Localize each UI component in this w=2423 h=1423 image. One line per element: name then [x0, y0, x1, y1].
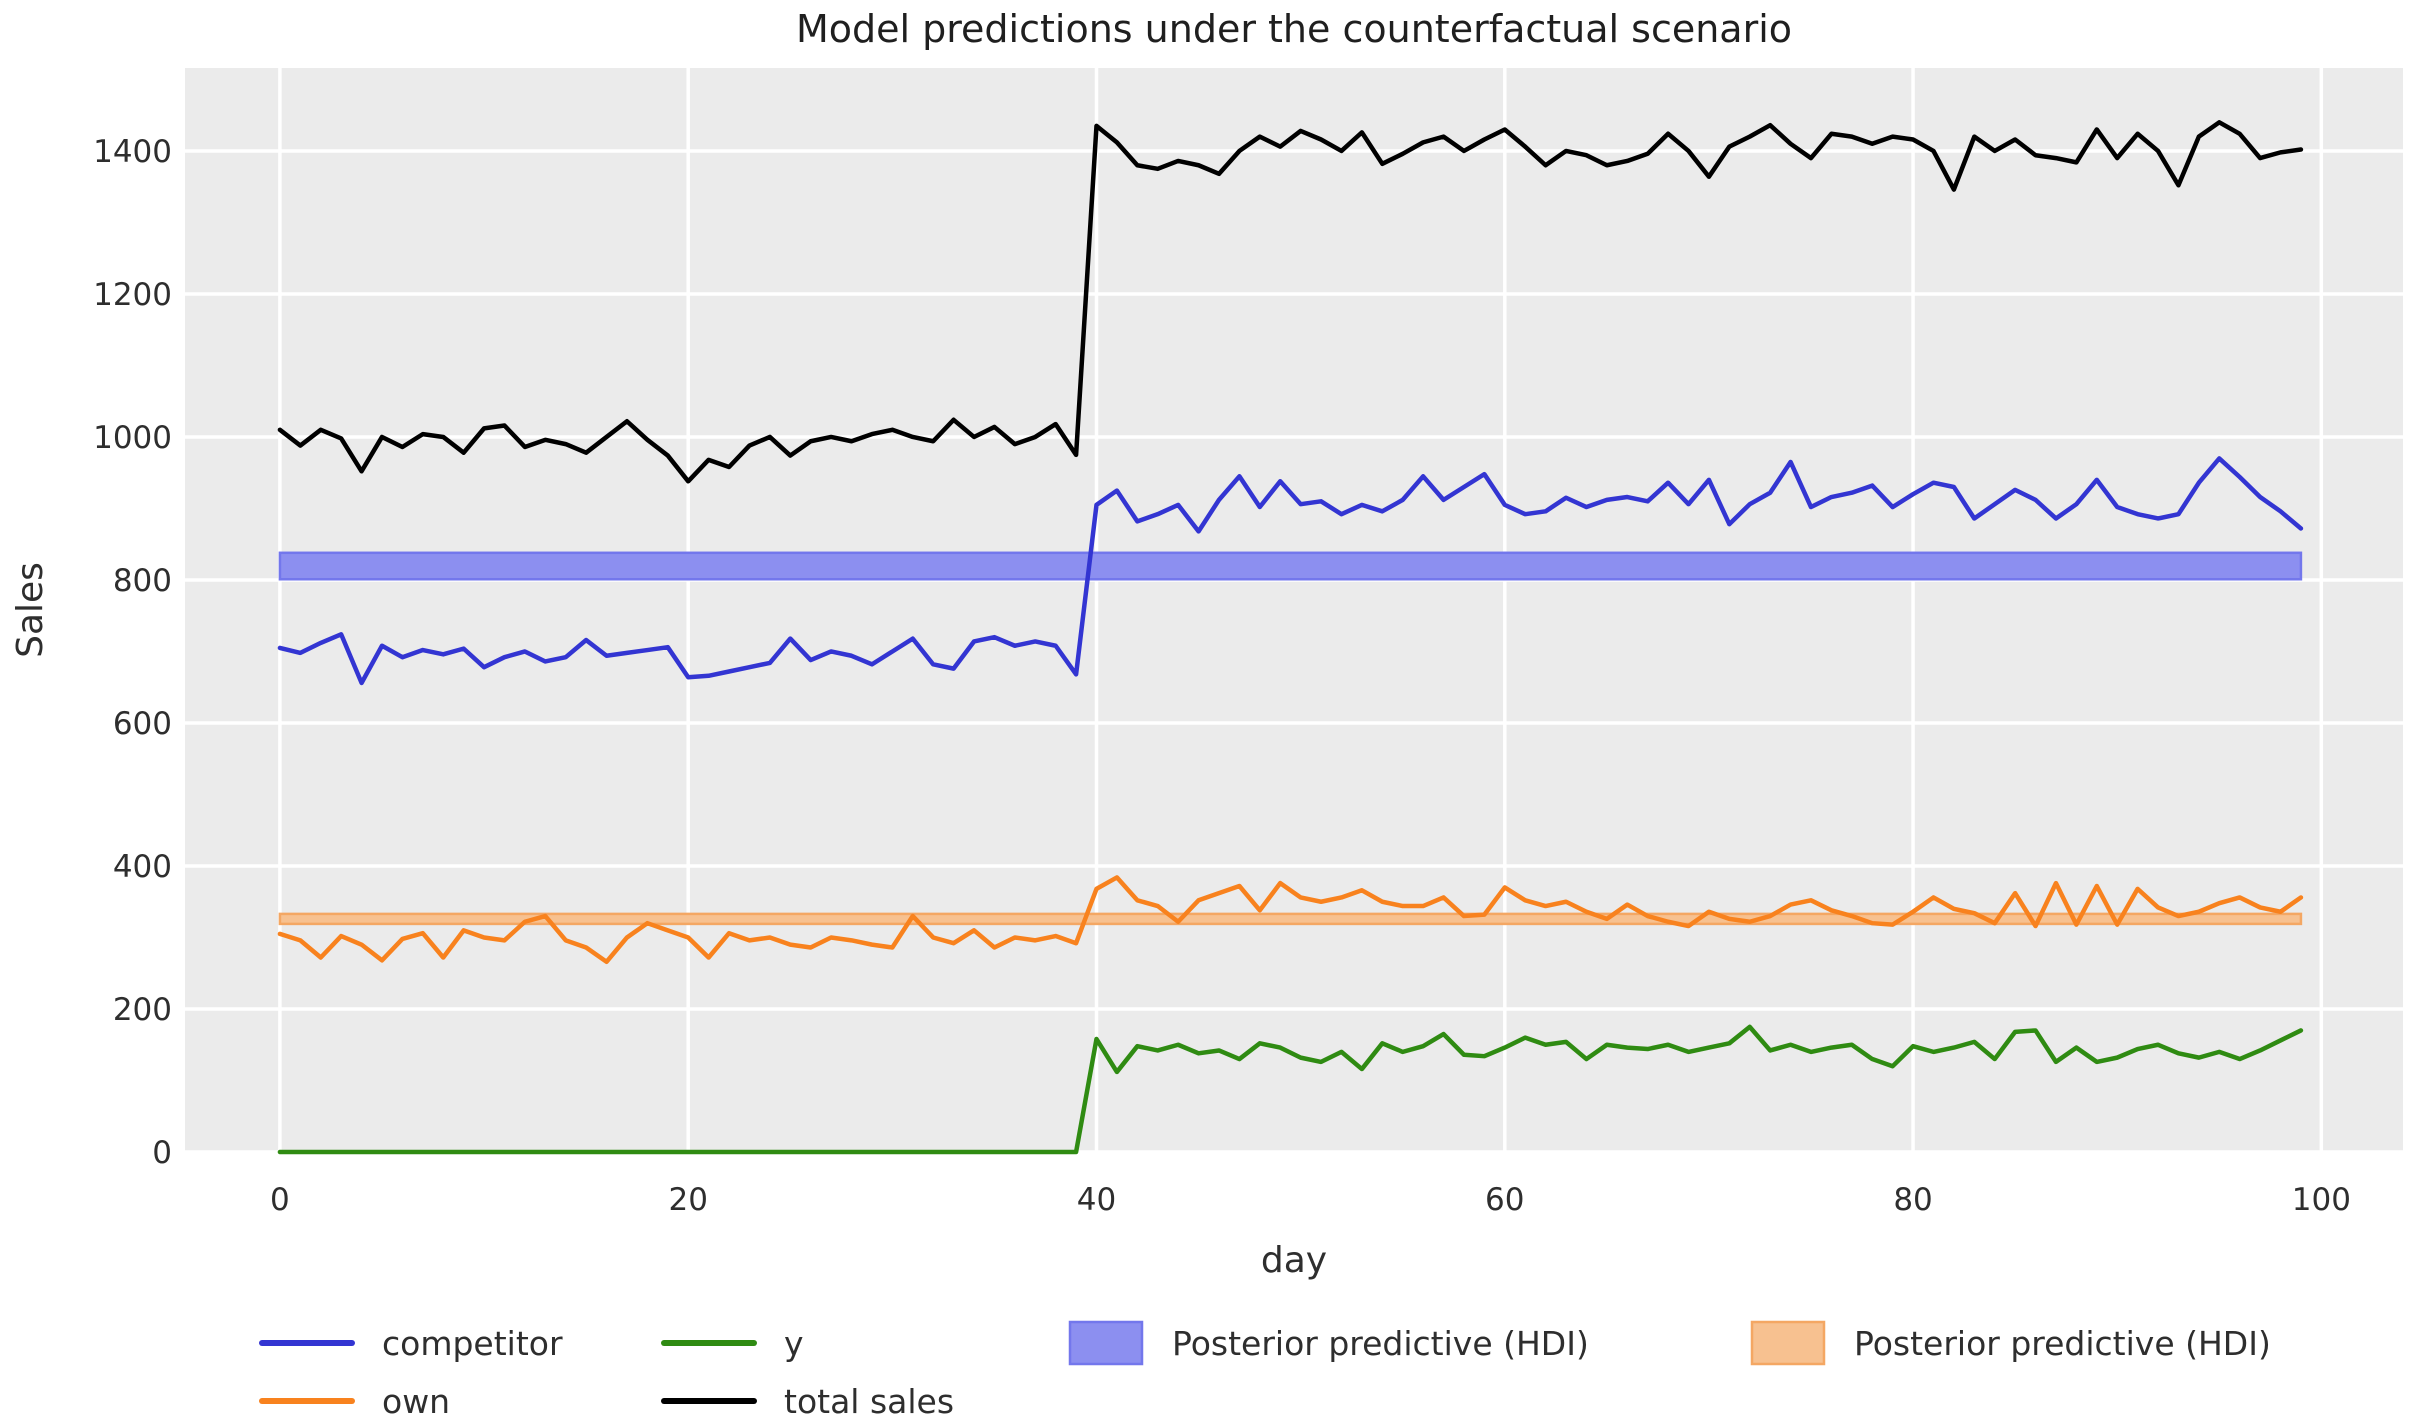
series-line-total-sales: [277, 120, 2304, 484]
series-line-layer: [277, 120, 2304, 1155]
hdi-band: [278, 912, 2303, 926]
y-tick-label: 1200: [93, 277, 172, 313]
series-line-competitor: [277, 456, 2304, 686]
plot-background: [185, 68, 2403, 1152]
y-axis-label: Sales: [10, 562, 51, 658]
y-tick-label: 800: [113, 563, 172, 599]
x-tick-label: 40: [1077, 1182, 1116, 1218]
x-tick-label: 80: [1893, 1182, 1932, 1218]
chart-title: Model predictions under the counterfactu…: [796, 7, 1792, 51]
legend-label: Posterior predictive (HDI): [1172, 1324, 1589, 1363]
legend-label: total sales: [784, 1382, 954, 1421]
y-tick-label: 1400: [93, 134, 172, 170]
y-tick-label: 0: [152, 1135, 172, 1171]
legend: competitor own y total sales Posterior predi…: [259, 1320, 2271, 1421]
legend-patch-swatch: [1068, 1320, 1144, 1366]
legend-label: y: [784, 1324, 804, 1363]
y-tick-label: 600: [113, 706, 172, 742]
x-tick-label: 0: [270, 1182, 290, 1218]
legend-label: competitor: [382, 1324, 563, 1363]
legend-label: Posterior predictive (HDI): [1854, 1324, 2271, 1363]
hdi-band: [278, 551, 2303, 581]
y-tick-label: 200: [113, 992, 172, 1028]
series-line-own: [277, 875, 2304, 965]
x-tick-label: 20: [668, 1182, 707, 1218]
x-tick-label: 60: [1485, 1182, 1524, 1218]
y-tick-label: 400: [113, 849, 172, 885]
y-tick-label: 1000: [93, 420, 172, 456]
x-axis-label: day: [1261, 1240, 1327, 1281]
legend-label: own: [382, 1382, 450, 1421]
legend-patch-swatch: [1750, 1320, 1826, 1366]
x-tick-label: 100: [2292, 1182, 2351, 1218]
hdi-band-layer: [278, 551, 2303, 926]
series-line-y: [277, 1024, 2304, 1155]
